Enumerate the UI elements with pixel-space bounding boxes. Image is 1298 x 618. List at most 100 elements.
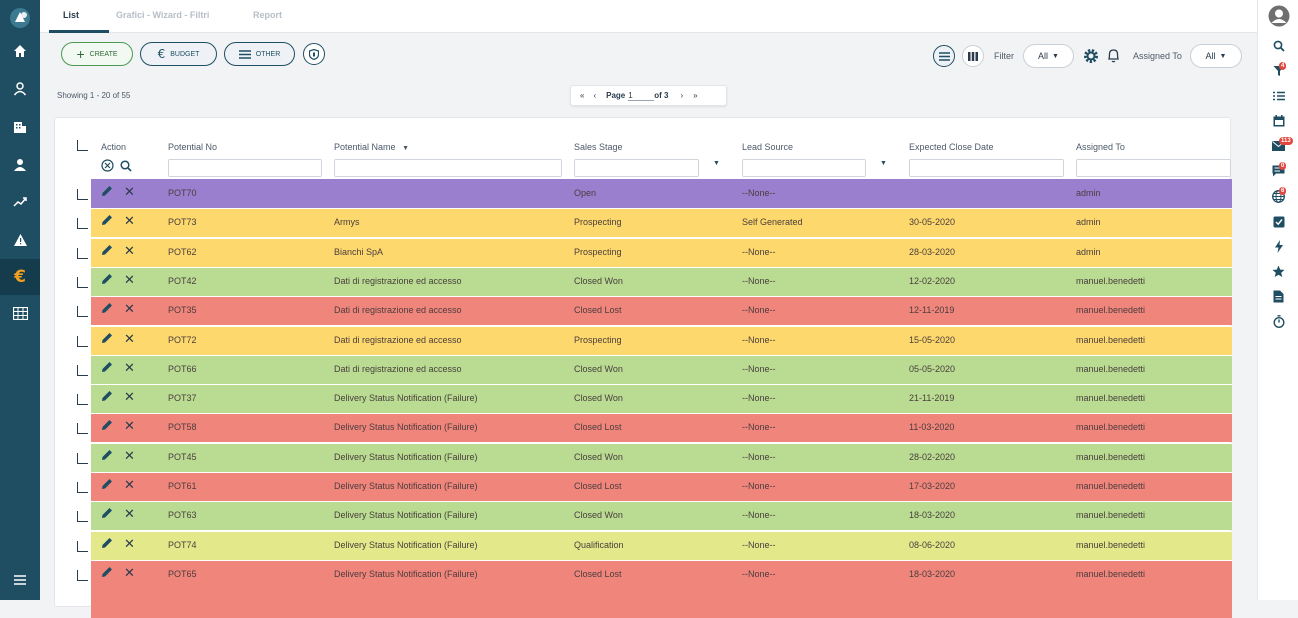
row-checkbox[interactable]	[77, 511, 88, 522]
chat-icon[interactable]: 0	[1258, 160, 1298, 182]
other-button[interactable]: OTHER	[224, 42, 295, 66]
table-row[interactable]: ✕ POT62 Bianchi SpA Prospecting --None-- 28-0…	[91, 238, 1232, 267]
delete-icon[interactable]: ✕	[124, 565, 135, 580]
delete-icon[interactable]: ✕	[124, 331, 135, 346]
cell-potential-no[interactable]: POT65	[168, 569, 197, 579]
filter-sales-stage[interactable]	[574, 159, 699, 177]
cell-potential-name[interactable]: Dati di registrazione ed accesso	[334, 364, 462, 374]
lead-source-caret-icon[interactable]: ▼	[880, 160, 887, 167]
avatar[interactable]	[1258, 4, 1298, 28]
delete-icon[interactable]: ✕	[124, 272, 135, 287]
edit-icon[interactable]	[101, 478, 113, 492]
delete-icon[interactable]: ✕	[124, 243, 135, 258]
row-checkbox[interactable]	[77, 423, 88, 434]
delete-icon[interactable]: ✕	[124, 536, 135, 551]
shield-button[interactable]	[303, 43, 325, 65]
col-sales-stage[interactable]: Sales Stage	[574, 142, 623, 152]
column-view-button[interactable]	[962, 45, 984, 67]
edit-icon[interactable]	[101, 537, 113, 551]
delete-icon[interactable]: ✕	[124, 506, 135, 521]
user-icon[interactable]	[0, 71, 40, 107]
cell-potential-no[interactable]: POT61	[168, 481, 197, 491]
cell-potential-no[interactable]: POT45	[168, 452, 197, 462]
table-row[interactable]: ✕ POT42 Dati di registrazione ed accesso Cl…	[91, 267, 1232, 296]
assigned-dropdown[interactable]: All ▼	[1190, 44, 1242, 68]
star-icon[interactable]	[1258, 260, 1298, 282]
delete-icon[interactable]: ✕	[124, 301, 135, 316]
calendar-icon[interactable]	[1258, 110, 1298, 132]
search-icon[interactable]	[1258, 35, 1298, 57]
table-row[interactable]: ✕ POT74 Delivery Status Notification (Fail…	[91, 531, 1232, 560]
cell-potential-no[interactable]: POT37	[168, 393, 197, 403]
first-page-icon[interactable]: «	[580, 91, 585, 100]
sales-stage-caret-icon[interactable]: ▼	[713, 160, 720, 167]
table-row[interactable]: ✕ POT66 Dati di registrazione ed accesso Cl…	[91, 355, 1232, 384]
search-icon[interactable]	[120, 159, 132, 172]
cell-potential-name[interactable]: Delivery Status Notification (Failure)	[334, 510, 478, 520]
edit-icon[interactable]	[101, 449, 113, 463]
cell-potential-no[interactable]: POT42	[168, 276, 197, 286]
table-icon[interactable]	[0, 295, 40, 331]
cell-potential-no[interactable]: POT58	[168, 422, 197, 432]
delete-icon[interactable]: ✕	[124, 389, 135, 404]
bell-icon[interactable]	[1107, 48, 1120, 65]
col-lead-source[interactable]: Lead Source	[742, 142, 794, 152]
mail-icon[interactable]: 113	[1258, 135, 1298, 157]
gear-icon[interactable]	[1083, 48, 1099, 66]
table-row[interactable]: ✕ POT65 Delivery Status Notification (Fail…	[91, 560, 1232, 589]
clear-filter-icon[interactable]	[101, 159, 114, 172]
edit-icon[interactable]	[101, 302, 113, 316]
table-row[interactable]: ✕ POT61 Delivery Status Notification (Fail…	[91, 472, 1232, 501]
edit-icon[interactable]	[101, 273, 113, 287]
filter-potential-no[interactable]	[168, 159, 322, 177]
cell-potential-name[interactable]: Delivery Status Notification (Failure)	[334, 481, 478, 491]
edit-icon[interactable]	[101, 185, 113, 199]
table-row[interactable]	[91, 589, 1232, 618]
create-button[interactable]: + CREATE	[61, 42, 133, 66]
table-row[interactable]: ✕ POT63 Delivery Status Notification (Fail…	[91, 501, 1232, 530]
prev-page-icon[interactable]: ‹	[593, 91, 597, 100]
list-view-button[interactable]	[933, 45, 955, 67]
home-icon[interactable]	[0, 33, 40, 69]
cell-potential-no[interactable]: POT73	[168, 217, 197, 227]
cell-potential-no[interactable]: POT63	[168, 510, 197, 520]
edit-icon[interactable]	[101, 419, 113, 433]
cell-potential-no[interactable]: POT72	[168, 335, 197, 345]
cell-potential-name[interactable]: Delivery Status Notification (Failure)	[334, 422, 478, 432]
row-checkbox[interactable]	[77, 277, 88, 288]
tab-list[interactable]: List	[63, 10, 80, 20]
filter-icon[interactable]: 4	[1258, 60, 1298, 82]
cell-potential-name[interactable]: Dati di registrazione ed accesso	[334, 305, 462, 315]
filter-lead-source[interactable]	[742, 159, 866, 177]
budget-button[interactable]: € BUDGET	[140, 42, 217, 66]
document-icon[interactable]	[1258, 285, 1298, 307]
menu-icon[interactable]	[0, 562, 40, 598]
filter-potential-name[interactable]	[334, 159, 562, 177]
contact-icon[interactable]	[0, 147, 40, 183]
delete-icon[interactable]: ✕	[124, 184, 135, 199]
table-row[interactable]: ✕ POT73 Armys Prospecting Self Generated 30-0…	[91, 208, 1232, 237]
delete-icon[interactable]: ✕	[124, 418, 135, 433]
last-page-icon[interactable]: »	[693, 91, 698, 100]
edit-icon[interactable]	[101, 507, 113, 521]
warning-icon[interactable]	[0, 222, 40, 258]
tab-report[interactable]: Report	[253, 10, 282, 20]
table-row[interactable]: ✕ POT70 Open --None-- admin	[91, 179, 1232, 208]
filter-dropdown[interactable]: All ▼	[1023, 44, 1074, 68]
cell-potential-no[interactable]: POT35	[168, 305, 197, 315]
cell-potential-name[interactable]: Bianchi SpA	[334, 247, 384, 257]
page-input[interactable]: 1	[628, 91, 655, 101]
logo-icon[interactable]	[0, 0, 40, 36]
cell-potential-name[interactable]: Delivery Status Notification (Failure)	[334, 452, 478, 462]
edit-icon[interactable]	[101, 332, 113, 346]
col-potential-name[interactable]: Potential Name ▼	[334, 142, 409, 152]
row-checkbox[interactable]	[77, 218, 88, 229]
cell-potential-name[interactable]: Delivery Status Notification (Failure)	[334, 393, 478, 403]
delete-icon[interactable]: ✕	[124, 448, 135, 463]
edit-icon[interactable]	[101, 361, 113, 375]
filter-assigned-to[interactable]	[1076, 159, 1231, 177]
cell-potential-no[interactable]: POT66	[168, 364, 197, 374]
col-close-date[interactable]: Expected Close Date	[909, 142, 994, 152]
row-checkbox[interactable]	[77, 453, 88, 464]
edit-icon[interactable]	[101, 244, 113, 258]
